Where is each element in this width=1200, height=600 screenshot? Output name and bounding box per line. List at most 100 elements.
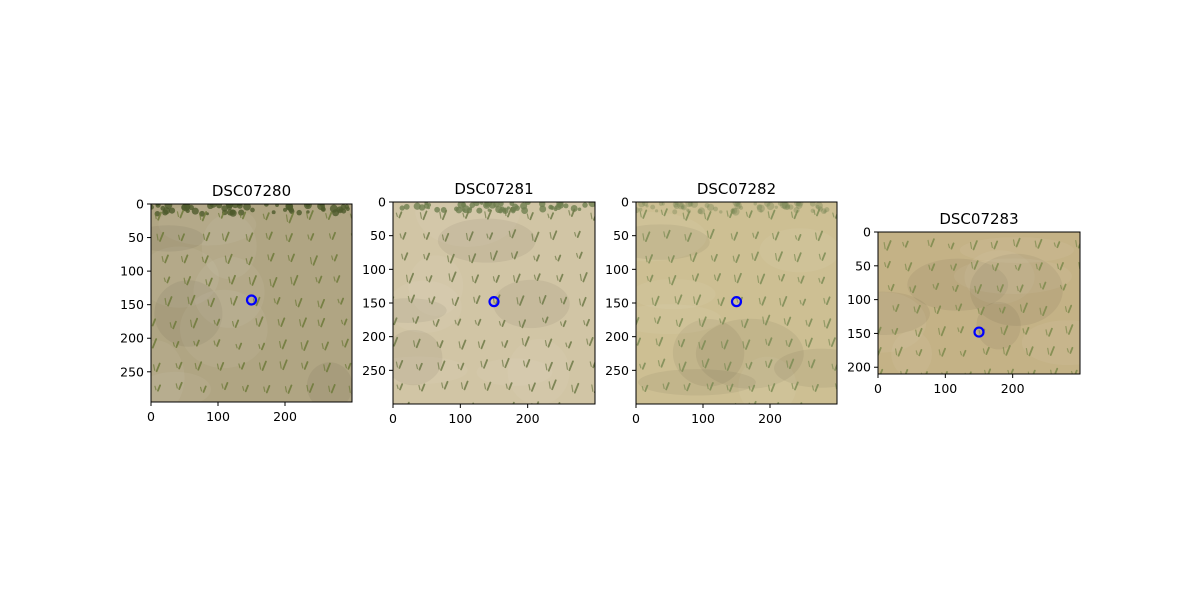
- plant-leaf: [545, 363, 548, 371]
- plant: [480, 339, 486, 350]
- plant-leaf: [172, 342, 175, 347]
- plant-leaf: [779, 297, 782, 306]
- plant-leaf: [745, 211, 749, 217]
- plant: [529, 212, 534, 221]
- plant: [761, 296, 767, 306]
- plant-leaf: [401, 253, 404, 260]
- plant: [841, 255, 843, 261]
- plant: [793, 209, 799, 220]
- plant: [767, 337, 773, 347]
- plant: [186, 276, 192, 286]
- plant-leaf: [875, 349, 876, 354]
- soil-shade: [907, 258, 1009, 311]
- plant-leaf: [309, 257, 313, 265]
- plant-leaf: [683, 384, 686, 390]
- plant-leaf: [544, 339, 548, 347]
- x-tick-label: 100: [933, 381, 957, 396]
- field-image: [151, 204, 356, 402]
- plant: [736, 272, 742, 284]
- plant-leaf: [969, 241, 973, 250]
- plant-leaf: [258, 343, 261, 349]
- plant-leaf: [258, 362, 262, 370]
- soil-shade: [953, 258, 1072, 295]
- plant-leaf: [199, 212, 202, 220]
- edge-vegetation: [225, 204, 234, 209]
- soil-shade: [306, 362, 352, 402]
- plant: [504, 340, 509, 348]
- plant: [941, 347, 946, 357]
- x-tick: 200: [758, 404, 782, 426]
- plant-leaf: [531, 403, 533, 404]
- plant: [665, 382, 670, 391]
- plant-leaf: [797, 276, 800, 283]
- plant-leaf: [541, 317, 545, 323]
- plant: [354, 233, 356, 238]
- plant-leaf: [328, 385, 331, 393]
- plant: [192, 317, 199, 329]
- plant-leaf: [758, 297, 761, 305]
- plant-leaf: [277, 319, 280, 326]
- plant-leaf: [1000, 326, 1003, 334]
- plant: [713, 253, 718, 262]
- edge-vegetation: [151, 204, 154, 210]
- plant: [195, 339, 200, 347]
- plant-leaf: [996, 285, 999, 292]
- edge-vegetation: [454, 206, 459, 212]
- plant: [686, 383, 691, 392]
- plant-leaf: [187, 296, 190, 305]
- plant: [821, 276, 826, 284]
- edge-vegetation: [283, 207, 288, 212]
- plant: [276, 297, 281, 305]
- plant-leaf: [682, 212, 685, 220]
- plant-leaf: [317, 300, 320, 308]
- plant-leaf: [771, 403, 773, 404]
- plant-leaf: [301, 362, 304, 369]
- edge-vegetation: [403, 203, 410, 210]
- edge-vegetation: [238, 209, 245, 216]
- plant: [570, 208, 576, 217]
- plant-leaf: [660, 209, 664, 215]
- plant-leaf: [175, 383, 178, 389]
- plant-leaf: [306, 211, 309, 219]
- edge-vegetation: [658, 202, 664, 206]
- plant: [151, 338, 158, 349]
- plant: [692, 252, 698, 263]
- plant-leaf: [183, 277, 186, 284]
- soil-shade: [193, 256, 265, 328]
- plant: [677, 294, 683, 305]
- plant-leaf: [533, 255, 536, 261]
- plant-leaf: [736, 298, 739, 303]
- y-tick: 100: [847, 292, 878, 307]
- y-tick: 250: [362, 363, 393, 378]
- plant-leaf: [571, 384, 574, 393]
- plant-leaf: [805, 319, 808, 326]
- plant-leaf: [344, 363, 348, 369]
- plant-leaf: [323, 364, 326, 371]
- plant-leaf: [636, 342, 637, 345]
- target-marker: [488, 296, 500, 308]
- plant: [599, 233, 602, 241]
- y-tick: 50: [855, 258, 878, 273]
- plant: [343, 318, 348, 326]
- plant: [399, 383, 404, 391]
- soil-shade: [891, 330, 933, 374]
- plant-leaf: [752, 232, 755, 238]
- edge-vegetation: [824, 207, 830, 213]
- plant-leaf: [950, 264, 953, 270]
- plant: [935, 282, 940, 290]
- plant-leaf: [757, 275, 760, 284]
- edge-vegetation: [680, 204, 687, 211]
- plant-leaf: [691, 274, 695, 281]
- edge-vegetation: [681, 205, 685, 210]
- plant: [547, 361, 553, 372]
- edge-vegetation: [498, 202, 504, 207]
- plant: [886, 260, 891, 269]
- plant-leaf: [772, 232, 775, 240]
- plant-leaf: [492, 276, 496, 282]
- plant-leaf: [970, 261, 974, 269]
- plant: [568, 360, 574, 372]
- plant: [232, 295, 238, 306]
- plant-leaf: [565, 342, 568, 348]
- plant: [460, 362, 465, 371]
- plant: [840, 404, 842, 410]
